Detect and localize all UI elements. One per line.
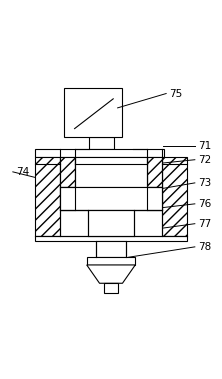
- Text: 76: 76: [198, 199, 211, 209]
- Text: 75: 75: [169, 89, 183, 99]
- Bar: [104, 283, 118, 293]
- Bar: [87, 257, 135, 265]
- Text: 77: 77: [198, 219, 211, 229]
- Bar: [60, 157, 75, 187]
- Bar: [35, 157, 60, 236]
- Bar: [147, 187, 162, 210]
- Text: 71: 71: [198, 141, 211, 152]
- Text: 78: 78: [198, 242, 211, 252]
- Bar: [147, 157, 162, 187]
- Bar: [35, 236, 187, 241]
- Bar: [89, 138, 114, 149]
- Bar: [35, 149, 164, 157]
- Bar: [88, 210, 134, 236]
- Bar: [95, 241, 127, 257]
- Bar: [60, 187, 162, 210]
- Polygon shape: [87, 265, 135, 283]
- Text: 72: 72: [198, 155, 211, 165]
- Text: 74: 74: [16, 167, 29, 177]
- Text: 73: 73: [198, 178, 211, 188]
- Bar: [63, 88, 122, 138]
- Bar: [162, 157, 187, 236]
- Bar: [60, 187, 75, 210]
- Bar: [75, 157, 147, 187]
